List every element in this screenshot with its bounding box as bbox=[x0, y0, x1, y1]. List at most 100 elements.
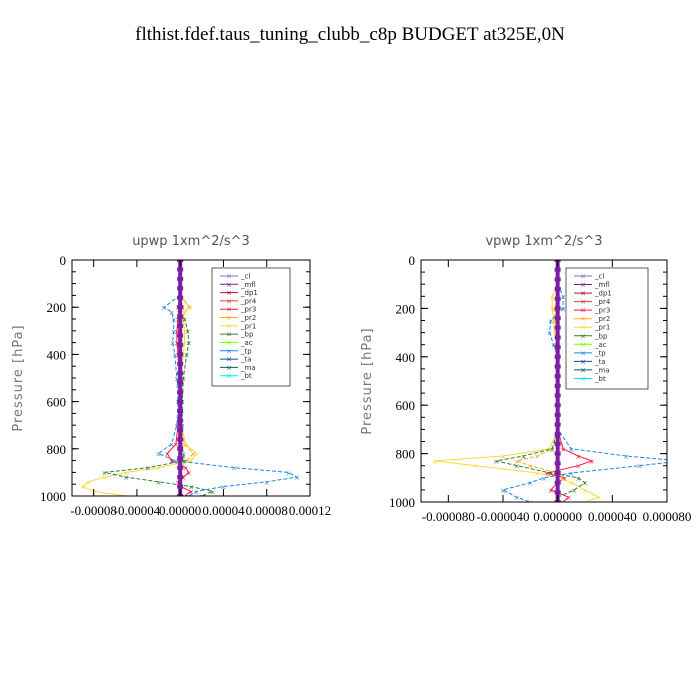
legend-entry: _pr1 bbox=[240, 322, 256, 330]
y-axis-label: Pressure [hPa] bbox=[11, 324, 26, 431]
data-point-tp: × bbox=[174, 375, 180, 383]
data-point-bp: × bbox=[548, 470, 554, 478]
y-tick-label: 1000 bbox=[389, 495, 415, 510]
data-point-pr2: × bbox=[552, 318, 558, 326]
data-point-pr1: × bbox=[551, 318, 557, 326]
legend-marker: × bbox=[226, 322, 232, 330]
data-point-zero-stack bbox=[177, 371, 184, 376]
legend-marker: × bbox=[580, 358, 586, 366]
data-point-bp: × bbox=[571, 487, 577, 495]
y-tick-label: 0 bbox=[409, 253, 416, 268]
data-point-zero-stack bbox=[177, 465, 184, 470]
data-point-tp: × bbox=[514, 494, 520, 502]
legend-marker: × bbox=[226, 289, 232, 297]
data-point-bp: × bbox=[549, 446, 555, 454]
data-point-tp: × bbox=[186, 493, 192, 501]
data-point-pr3: × bbox=[164, 451, 170, 459]
legend-entry: _cl bbox=[594, 273, 604, 281]
data-point-zero-stack bbox=[177, 342, 184, 347]
data-point-tp: × bbox=[169, 441, 175, 449]
data-point-pr1: × bbox=[123, 493, 129, 501]
legend: × _cl × _mfl × _dp1 × _pr4 × _pr3 × _pr2 × _pr1 × _bp × _… bbox=[565, 267, 649, 390]
data-point-pr1: × bbox=[186, 304, 192, 312]
data-point-zero-stack bbox=[177, 314, 184, 319]
data-point-pr1: × bbox=[432, 458, 438, 466]
data-point-bp: × bbox=[210, 488, 216, 496]
data-point-tp: × bbox=[170, 340, 176, 348]
data-point-zero-stack bbox=[177, 286, 184, 291]
legend-entry: _bp bbox=[594, 332, 608, 340]
legend-entry: _bp bbox=[240, 331, 254, 339]
legend-marker: × bbox=[580, 290, 586, 298]
data-point-zero-stack bbox=[177, 409, 184, 414]
data-point-bp: × bbox=[184, 351, 190, 359]
data-point-pr2: × bbox=[182, 441, 188, 449]
legend-marker: × bbox=[580, 349, 586, 357]
data-point-tp: × bbox=[637, 463, 643, 471]
data-point-zero-stack bbox=[177, 305, 184, 310]
data-point-pr1: × bbox=[182, 340, 188, 348]
data-point-tp: × bbox=[560, 293, 566, 301]
data-point-pr1: × bbox=[193, 451, 199, 459]
data-point-zero-stack bbox=[554, 296, 561, 301]
data-point-bp: × bbox=[179, 422, 185, 430]
x-tick-label: 0.00012 bbox=[289, 503, 331, 518]
legend-marker: × bbox=[580, 366, 586, 374]
legend-marker: × bbox=[580, 324, 586, 332]
data-point-zero-stack bbox=[554, 306, 561, 311]
data-point-pr1: × bbox=[182, 309, 188, 317]
data-point-bp: × bbox=[156, 479, 162, 487]
data-point-tp: × bbox=[527, 480, 533, 488]
data-point-tp: × bbox=[172, 351, 178, 359]
legend-entry: _ma bbox=[594, 366, 610, 374]
legend-entry: _ma bbox=[240, 364, 256, 372]
data-point-pr1: × bbox=[102, 474, 108, 482]
legend-marker: × bbox=[580, 341, 586, 349]
y-tick-label: 200 bbox=[47, 300, 67, 315]
legend-marker: × bbox=[580, 315, 586, 323]
data-point-pr1: × bbox=[568, 480, 574, 488]
data-point-tp: × bbox=[500, 487, 506, 495]
y-tick-label: 1000 bbox=[40, 489, 66, 504]
data-point-zero-stack bbox=[554, 422, 561, 427]
data-point-bp: × bbox=[102, 469, 108, 477]
data-point-pr1: × bbox=[552, 330, 558, 338]
data-point-zero-stack bbox=[177, 484, 184, 489]
data-point-pr2: × bbox=[549, 446, 555, 454]
legend-entry: _pr4 bbox=[240, 297, 257, 305]
legend-marker: × bbox=[226, 339, 232, 347]
data-point-pr2: × bbox=[190, 451, 196, 459]
y-tick-label: 400 bbox=[47, 347, 67, 362]
figure-title: flthist.fdef.taus_tuning_clubb_c8p BUDGE… bbox=[135, 24, 565, 45]
data-point-pr3: × bbox=[174, 340, 180, 348]
legend-entry: _pr2 bbox=[240, 314, 256, 322]
data-point-pr3: × bbox=[169, 458, 175, 466]
data-point-pr2: × bbox=[187, 304, 193, 312]
data-point-pr1: × bbox=[582, 487, 588, 495]
x-tick-label: 0.00008 bbox=[246, 503, 288, 518]
data-point-pr2: × bbox=[527, 463, 533, 471]
data-point-zero-stack bbox=[554, 374, 561, 379]
data-point-pr3: × bbox=[173, 441, 179, 449]
x-tick-label: 0.000000 bbox=[533, 509, 582, 524]
data-point-pr1: × bbox=[549, 293, 555, 301]
data-point-zero-stack bbox=[177, 437, 184, 442]
data-point-zero-stack bbox=[177, 446, 184, 451]
data-point-zero-stack bbox=[177, 418, 184, 423]
data-point-tp: × bbox=[174, 422, 180, 430]
data-point-bp: × bbox=[123, 474, 129, 482]
data-point-tp: × bbox=[285, 469, 291, 477]
data-point-zero-stack bbox=[177, 427, 184, 432]
data-point-pr1: × bbox=[473, 463, 479, 471]
legend: × _cl × _mfl × _dp1 × _pr4 × _pr3 × _pr2 × _pr1 × _bp × _… bbox=[211, 267, 291, 387]
data-point-zero-stack bbox=[177, 352, 184, 357]
data-point-pr3: × bbox=[186, 469, 192, 477]
data-point-pr2: × bbox=[534, 453, 540, 461]
legend-marker: × bbox=[580, 375, 586, 383]
y-tick-label: 400 bbox=[396, 350, 416, 365]
legend-marker: × bbox=[226, 273, 232, 281]
data-point-pr1: × bbox=[182, 328, 188, 336]
legend-entry: _pr3 bbox=[240, 306, 256, 314]
data-point-tp: × bbox=[678, 458, 684, 466]
